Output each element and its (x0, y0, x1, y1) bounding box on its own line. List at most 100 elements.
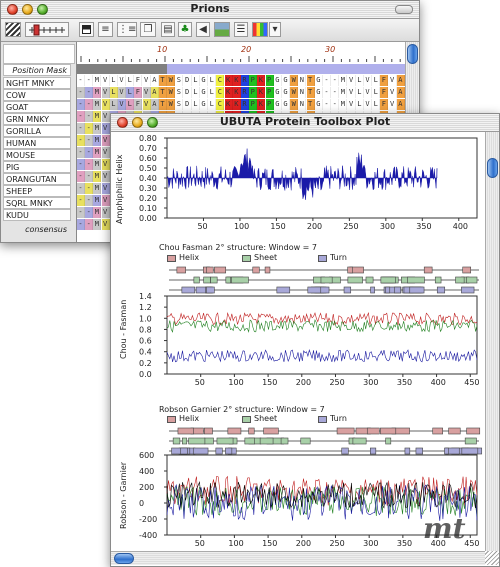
alignment-cell[interactable]: K (232, 75, 241, 86)
alignment-cell[interactable]: - (331, 75, 340, 86)
plot-minimize-button[interactable] (132, 117, 143, 128)
alignment-cell[interactable]: V (101, 147, 110, 158)
alignment-cell[interactable]: V (364, 99, 372, 110)
alignment-cell[interactable]: M (339, 99, 348, 110)
alignment-cell[interactable]: G (200, 99, 208, 110)
alignment-cell[interactable]: G (314, 99, 323, 110)
alignment-cell[interactable]: L (191, 75, 200, 86)
plot-horizontal-scrollbar[interactable] (111, 551, 485, 565)
alignment-cell[interactable]: M (339, 87, 348, 98)
alignment-cell[interactable]: - (331, 99, 340, 110)
alignment-cell[interactable]: V (101, 75, 110, 86)
tree-list-icon[interactable]: ⋮≡ (117, 22, 137, 37)
alignment-cell[interactable]: W (167, 75, 176, 86)
alignment-cell[interactable]: P (249, 87, 258, 98)
tree-icon[interactable]: ♣ (178, 22, 192, 37)
alignment-cell[interactable]: P (265, 99, 274, 110)
alignment-cell[interactable]: G (282, 87, 290, 98)
alignment-cell[interactable]: K (232, 87, 241, 98)
alignment-cell[interactable]: C (216, 75, 225, 86)
alignment-cell[interactable]: W (290, 87, 299, 98)
alignment-cell[interactable]: A (396, 75, 405, 86)
alignment-cell[interactable]: G (273, 99, 282, 110)
alignment-cell[interactable]: K (232, 99, 241, 110)
close-button[interactable] (7, 4, 18, 15)
alignment-cell[interactable]: V (101, 87, 110, 98)
alignment-cell[interactable]: F (134, 99, 143, 110)
alignment-cell[interactable]: - (85, 183, 94, 194)
alignment-cell[interactable]: M (93, 219, 102, 230)
alignment-cell[interactable]: N (298, 99, 307, 110)
resize-grip[interactable] (485, 551, 499, 565)
alignment-cell[interactable]: V (101, 219, 110, 230)
sequence-name-row[interactable]: GORILLA (3, 125, 71, 137)
alignment-cell[interactable]: L (355, 99, 364, 110)
alignment-cell[interactable]: - (77, 99, 85, 110)
alignment-cell[interactable]: M (93, 111, 102, 122)
alignment-cell[interactable]: T (159, 75, 167, 86)
alignment-cell[interactable]: V (118, 99, 126, 110)
alignment-cell[interactable]: R (241, 87, 249, 98)
alignment-cell[interactable]: G (273, 75, 282, 86)
alignment-cell[interactable]: - (77, 111, 85, 122)
alignment-cell[interactable]: G (282, 99, 290, 110)
alignment-cell[interactable]: P (249, 75, 258, 86)
alignment-cell[interactable]: L (372, 75, 381, 86)
sequence-name-row[interactable]: ORANGUTAN (3, 173, 71, 185)
alignment-cell[interactable]: A (150, 75, 159, 86)
alignment-cell[interactable]: K (257, 75, 266, 86)
alignment-cell[interactable]: - (323, 75, 331, 86)
alignment-cell[interactable]: M (93, 195, 102, 206)
alignment-cell[interactable]: - (85, 195, 94, 206)
sequence-name-row[interactable]: GOAT (3, 101, 71, 113)
sequence-name-row[interactable]: SQRL MNKY (3, 197, 71, 209)
alignment-cell[interactable]: L (208, 75, 217, 86)
alignment-cell[interactable]: M (339, 75, 348, 86)
alignment-cell[interactable]: - (77, 171, 85, 182)
alignment-cell[interactable]: M (93, 147, 102, 158)
alignment-cell[interactable]: P (265, 75, 274, 86)
alignment-cell[interactable]: - (85, 207, 94, 218)
alignment-cell[interactable]: L (109, 99, 118, 110)
alignment-cell[interactable]: - (77, 87, 85, 98)
prions-titlebar[interactable]: Prions (1, 1, 419, 19)
slider-icon[interactable] (25, 22, 69, 37)
minimize-button[interactable] (22, 4, 33, 15)
sequence-name-row[interactable]: HUMAN (3, 137, 71, 149)
alignment-cell[interactable]: G (273, 87, 282, 98)
prions-scroll-thumb[interactable] (407, 44, 418, 64)
alignment-cell[interactable]: V (347, 99, 356, 110)
alignment-cell[interactable]: - (77, 207, 85, 218)
alignment-cell[interactable]: L (208, 99, 217, 110)
plot-close-button[interactable] (117, 117, 128, 128)
alignment-cell[interactable]: P (249, 99, 258, 110)
alignment-cell[interactable]: V (101, 207, 110, 218)
alignment-cell[interactable]: K (257, 99, 266, 110)
alignment-cell[interactable]: M (93, 75, 102, 86)
alignment-cell[interactable]: - (85, 159, 94, 170)
alignment-cell[interactable]: A (150, 87, 159, 98)
alignment-cell[interactable]: N (298, 75, 307, 86)
alignment-cell[interactable]: - (77, 219, 85, 230)
dna-icon[interactable]: ☰ (234, 22, 248, 37)
alignment-cell[interactable]: - (85, 123, 94, 134)
alignment-cell[interactable]: W (290, 99, 299, 110)
sequence-name-row[interactable]: MOUSE (3, 149, 71, 161)
alignment-cell[interactable]: L (126, 75, 135, 86)
document-icon[interactable]: ▤ (161, 22, 175, 37)
alignment-cell[interactable]: - (77, 147, 85, 158)
alignment-cell[interactable]: L (126, 87, 135, 98)
sequence-name-row[interactable]: KUDU (3, 209, 71, 221)
alignment-cell[interactable]: V (142, 75, 151, 86)
frame-icon[interactable] (79, 22, 94, 37)
alignment-cell[interactable]: V (388, 99, 397, 110)
sequence-name-row[interactable]: SHEEP (3, 185, 71, 197)
plot-vscroll-thumb[interactable] (487, 158, 498, 178)
alignment-cell[interactable]: V (101, 123, 110, 134)
plot-titlebar[interactable]: UBUTA Protein Toolbox Plot (111, 114, 499, 132)
alignment-cell[interactable]: K (224, 75, 233, 86)
alignment-cell[interactable]: A (150, 99, 159, 110)
pages-icon[interactable]: ❐ (140, 22, 156, 37)
alignment-cell[interactable]: W (290, 75, 299, 86)
alignment-cell[interactable]: V (118, 75, 126, 86)
